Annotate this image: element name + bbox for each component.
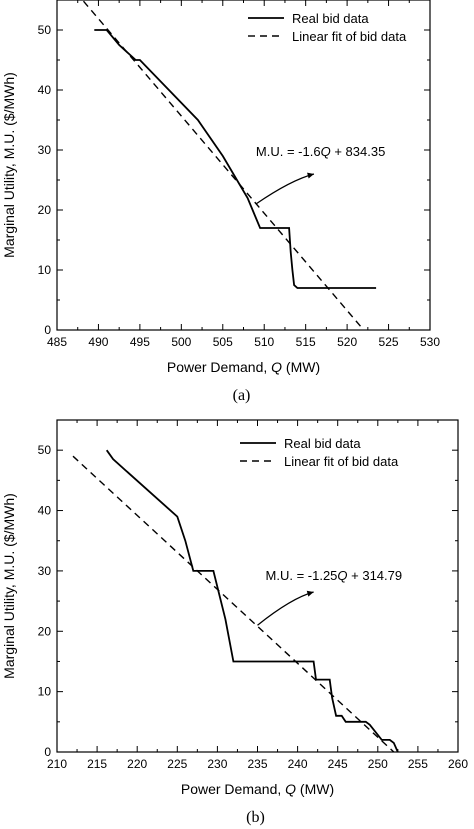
plot-frame [56,419,459,753]
x-tick-label: 505 [213,335,233,349]
plot-frame [56,0,431,331]
annotation-arrow [255,173,315,205]
x-tick-label: 260 [448,757,468,771]
series-line-linear-fit [82,0,365,331]
legend-label: Linear fit of bid data [292,29,407,44]
panel-label: (b) [246,809,265,826]
x-axis-label: Power Demand, Q (MW) [181,781,334,797]
x-tick-label: 250 [368,757,388,771]
x-tick-label: 245 [328,757,348,771]
y-tick-label: 10 [38,685,52,699]
x-tick-label: 255 [408,757,428,771]
y-tick-label: 0 [44,323,51,337]
x-tick-label: 225 [167,757,187,771]
y-tick-label: 20 [38,624,52,638]
x-tick-label: 490 [88,335,108,349]
x-tick-label: 515 [296,335,316,349]
y-tick-label: 50 [38,23,52,37]
y-tick-label: 30 [38,143,52,157]
legend-label: Linear fit of bid data [284,454,399,469]
x-tick-label: 495 [130,335,150,349]
chart-a: 485 490 495 500 505 510 515 520 525 530 0 10 20 30 40 5… [1,0,440,404]
x-tick-label: 235 [247,757,267,771]
y-axis-label: Marginal Utility, M.U. ($/MWh) [1,72,17,258]
x-tick-label: 525 [379,335,399,349]
annotation-equation: M.U. = -1.25Q + 314.79 [266,568,403,583]
x-tick-label: 210 [47,757,67,771]
panel-label: (a) [233,387,251,404]
x-tick-label: 240 [288,757,308,771]
y-tick-label: 40 [38,83,52,97]
y-tick-label: 40 [38,504,52,518]
y-tick-label: 10 [38,263,52,277]
legend-label: Real bid data [284,436,361,451]
annotation-arrowhead [307,172,314,179]
y-tick-label: 0 [44,745,51,759]
annotation-arrow [257,591,314,626]
x-tick-label: 500 [171,335,191,349]
y-tick-label: 20 [38,203,52,217]
x-tick-label: 520 [337,335,357,349]
x-tick-label: 530 [420,335,440,349]
series-line-linear-fit [72,455,395,753]
legend-label: Real bid data [292,11,369,26]
y-tick-label: 30 [38,564,52,578]
annotation-equation: M.U. = -1.6Q + 834.35 [256,144,385,159]
y-axis-label: Marginal Utility, M.U. ($/MWh) [1,493,17,679]
annotation-arrowhead [306,590,314,597]
x-axis-label: Power Demand, Q (MW) [167,359,320,375]
x-tick-label: 510 [254,335,274,349]
x-tick-label: 220 [127,757,147,771]
y-tick-label: 50 [38,443,52,457]
x-tick-label: 230 [207,757,227,771]
x-tick-label: 485 [47,335,67,349]
chart-b: 210 215 220 225 230 235 240 245 250 255 260 0 10 20 30… [1,419,468,826]
series-line-real-bid [94,29,377,289]
x-tick-label: 215 [87,757,107,771]
series-line-real-bid [105,449,399,753]
